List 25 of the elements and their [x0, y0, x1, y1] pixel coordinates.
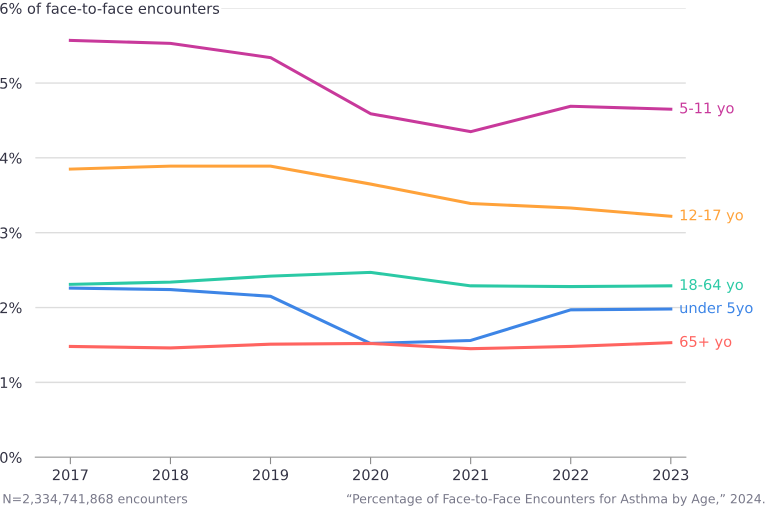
y-tick-label: 6% of face-to-face encounters	[0, 2, 220, 14]
x-tick-label: 2017	[52, 469, 88, 480]
y-tick-label: 2%	[0, 302, 22, 314]
series-label: 5-11 yo	[680, 102, 734, 116]
text: “Percentage of Face-to-Face Encounters for Asthma by Age,” 2024.	[347, 494, 764, 506]
y-tick-label: 1%	[0, 377, 22, 388]
y-tick-label: 5%	[0, 78, 22, 89]
x-tick-label: 2021	[453, 469, 488, 480]
line-series	[68, 270, 672, 288]
y-tick-label: 0%	[0, 452, 22, 463]
series-label: 65+ yo	[680, 336, 732, 350]
x-tick-label: 2022	[553, 469, 588, 480]
x-tick-label: 2019	[253, 469, 288, 480]
line-series	[68, 286, 672, 345]
series-label: 18-64 yo	[680, 279, 743, 293]
x-tick-label: 2023	[653, 469, 688, 480]
y-tick-label: 4%	[0, 152, 22, 164]
line-series	[68, 164, 672, 218]
x-tick-label: 2018	[152, 469, 188, 480]
text: N=2,334,741,868 encounters	[4, 494, 188, 505]
y-tick-label: 3%	[0, 227, 22, 238]
series-label: 12-17 yo	[680, 209, 743, 224]
series-label: under 5yo	[680, 302, 753, 316]
line-series	[68, 38, 672, 134]
x-tick-label: 2020	[353, 469, 388, 480]
